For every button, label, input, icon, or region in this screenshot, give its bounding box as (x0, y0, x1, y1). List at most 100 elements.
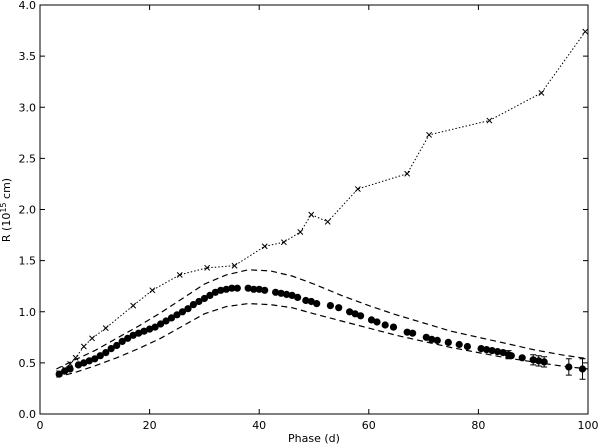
circle-marker-point (113, 341, 121, 350)
x-marker-point (354, 186, 361, 193)
circle-marker-point (85, 357, 93, 365)
circle-marker-point (184, 305, 192, 313)
circle-marker-point (91, 355, 99, 363)
circle-marker-point (96, 352, 104, 360)
plot-frame (39, 4, 589, 415)
y-tick-label: 4.0 (19, 0, 37, 12)
circle-marker-point (409, 329, 417, 337)
circle-marker-point (463, 342, 471, 351)
circle-marker-point (518, 354, 526, 362)
circle-marker-point (307, 297, 315, 306)
circle-marker-point (326, 302, 334, 310)
y-tick-label: 0.5 (19, 357, 37, 370)
circle-marker-point (189, 301, 197, 309)
y-axis-label: R (1015 cm) (0, 178, 13, 242)
x-marker-point (297, 229, 304, 235)
circle-marker-point (222, 285, 230, 293)
y-tick-label: 2.5 (19, 152, 37, 165)
circle-marker-point (288, 291, 296, 299)
lower-bound-line (56, 302, 589, 378)
circle-marker-point (195, 297, 203, 306)
x-marker-point (582, 28, 589, 35)
y-tick-label: 3.5 (19, 50, 37, 63)
circle-series (55, 284, 587, 380)
x-marker-point (72, 354, 79, 361)
x-tick-label: 100 (578, 419, 599, 432)
circle-marker-point (140, 327, 148, 335)
circle-marker-point (313, 300, 321, 308)
x-tick-label: 60 (362, 419, 376, 432)
circle-marker-point (357, 312, 365, 320)
circle-marker-point (535, 357, 543, 365)
circle-marker-point (157, 320, 165, 328)
x-tick-label: 20 (143, 419, 157, 432)
circle-marker-point (102, 349, 110, 357)
circle-marker-point (233, 284, 241, 292)
y-axis-label-exponent: 15 (0, 202, 8, 212)
circle-marker-point (540, 358, 548, 366)
upper-bound-line (56, 269, 589, 370)
circle-marker-point (488, 347, 496, 355)
circle-marker-point (228, 284, 236, 292)
circle-marker-point (167, 314, 176, 322)
circle-marker-point (477, 345, 485, 353)
circle-marker-point (217, 286, 225, 294)
circle-marker-point (433, 336, 441, 344)
circle-marker-point (403, 328, 411, 336)
circle-marker-point (178, 308, 187, 316)
x-marker-point (538, 89, 545, 96)
dotted-series (56, 28, 589, 377)
circle-marker-point (118, 337, 126, 345)
circle-marker-point (422, 333, 430, 341)
circle-marker-point (351, 310, 359, 318)
circle-marker-point (61, 367, 69, 375)
circle-marker-point (373, 318, 381, 326)
dotted-series-line (58, 31, 586, 374)
x-axis-label: Phase (d) (288, 432, 340, 445)
circle-marker-point (80, 359, 88, 367)
circle-marker-point (578, 365, 587, 373)
circle-marker-point (200, 294, 208, 303)
circle-marker-point (162, 317, 170, 325)
circle-marker-point (261, 286, 269, 294)
circle-marker-point (294, 293, 302, 301)
circle-marker-point (507, 352, 515, 360)
circle-marker-point (135, 329, 143, 337)
x-marker-point (231, 262, 238, 269)
circle-marker-point (302, 296, 310, 305)
circle-marker-point (151, 323, 159, 331)
x-marker-point (261, 243, 268, 250)
circle-marker-point (107, 345, 115, 353)
circle-marker-point (499, 349, 507, 357)
y-tick-label: 1.0 (19, 306, 37, 319)
x-marker-point (404, 170, 411, 177)
circle-marker-point (124, 334, 132, 342)
dashed-bound-lines (56, 269, 589, 378)
x-marker-point (176, 271, 183, 278)
circle-marker-point (272, 288, 280, 296)
y-axis-label-suffix: cm) (0, 178, 13, 203)
x-marker-point (89, 335, 96, 342)
x-marker-point (426, 131, 433, 138)
circle-marker-point (277, 289, 285, 297)
circle-marker-point (211, 288, 219, 296)
circle-marker-point (255, 285, 263, 293)
x-marker-point (486, 117, 493, 124)
circle-marker-point (74, 361, 82, 369)
x-marker-point (308, 211, 315, 218)
x-marker-point (80, 343, 87, 350)
circle-marker-point (244, 284, 252, 292)
x-marker-point (149, 287, 156, 294)
circle-marker-point (346, 308, 354, 316)
circle-marker-point (250, 285, 258, 293)
circle-marker-point (206, 291, 214, 299)
circle-marker-point (428, 335, 436, 343)
x-marker-point (67, 360, 74, 367)
x-tick-label: 0 (37, 419, 44, 432)
y-tick-label: 3.0 (19, 101, 37, 114)
circle-marker-point (455, 340, 463, 349)
circle-marker-point (173, 311, 181, 319)
circle-marker-point (283, 290, 291, 298)
y-tick-label: 1.5 (19, 255, 37, 268)
circle-marker-point (55, 370, 63, 378)
